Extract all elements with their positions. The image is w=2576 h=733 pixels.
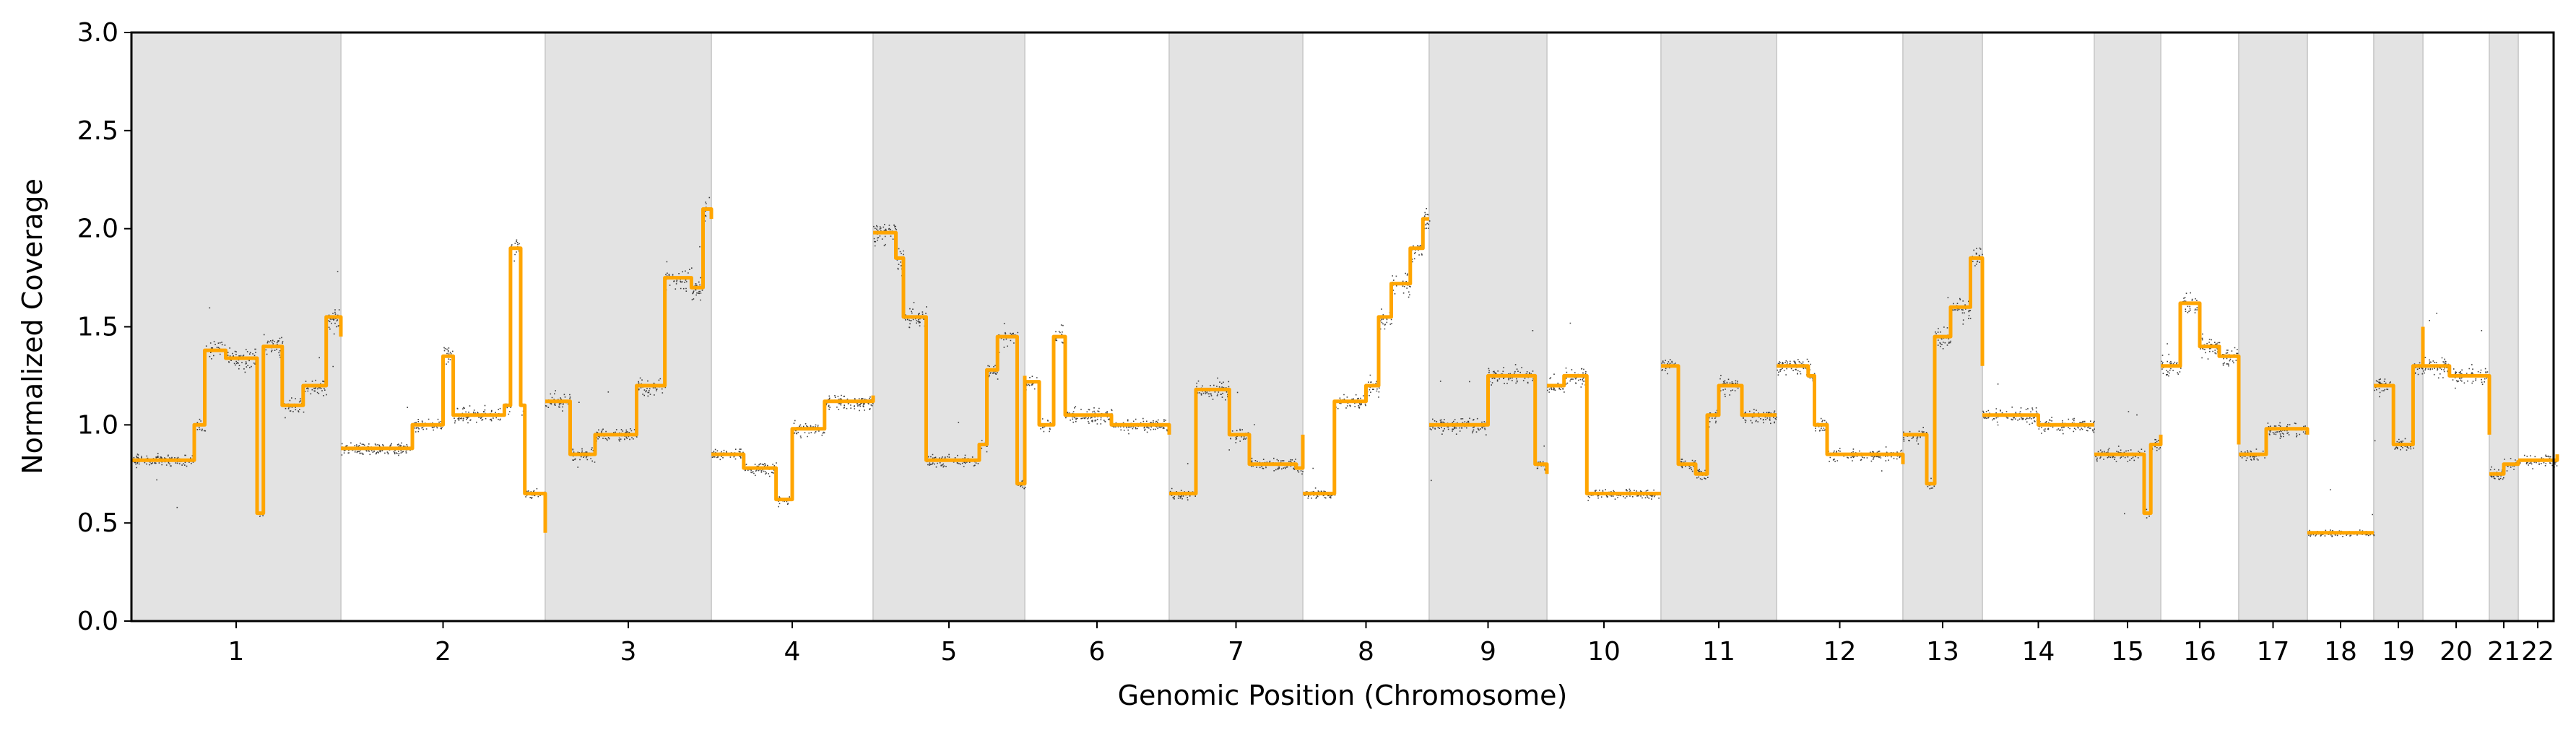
y-axis-title: Normalized Coverage bbox=[17, 178, 48, 474]
segment-line-16 bbox=[2161, 301, 2241, 445]
chromosome-bands bbox=[131, 32, 2519, 622]
coverage-points-10 bbox=[1547, 322, 1661, 501]
chromosome-band-11 bbox=[1660, 32, 1777, 622]
x-tick-label: 10 bbox=[1587, 637, 1621, 667]
x-tick-label: 2 bbox=[435, 637, 451, 667]
y-tick-label: 3.0 bbox=[77, 18, 118, 48]
chromosome-band-17 bbox=[2238, 32, 2308, 622]
segment-line-8 bbox=[1303, 217, 1429, 495]
x-tick-label: 11 bbox=[1702, 637, 1735, 667]
x-tick-label: 13 bbox=[1926, 637, 1959, 667]
segment-line-15 bbox=[2094, 434, 2163, 516]
segment-line-6 bbox=[1025, 334, 1171, 435]
chromosome-band-15 bbox=[2094, 32, 2161, 622]
segment-line-3 bbox=[545, 207, 714, 456]
segment-line-4 bbox=[711, 395, 875, 502]
coverage-points-20 bbox=[2423, 313, 2490, 389]
x-tick-label: 15 bbox=[2111, 637, 2144, 667]
chromosome-band-7 bbox=[1168, 32, 1304, 622]
segment-line-11 bbox=[1661, 364, 1777, 476]
x-tick-label: 14 bbox=[2022, 637, 2055, 667]
x-tick-label: 5 bbox=[941, 637, 958, 667]
y-tick-label: 0.5 bbox=[77, 508, 118, 538]
x-tick-label: 21 bbox=[2487, 637, 2520, 667]
x-tick-label: 7 bbox=[1228, 637, 1244, 667]
coverage-points-7 bbox=[1169, 377, 1304, 500]
x-tick-label: 18 bbox=[2324, 637, 2357, 667]
coverage-points-12 bbox=[1777, 358, 1904, 472]
chromosome-band-9 bbox=[1428, 32, 1548, 622]
x-tick-label: 8 bbox=[1358, 637, 1374, 667]
coverage-points-6 bbox=[1025, 324, 1171, 435]
coverage-points-18 bbox=[2307, 489, 2375, 537]
segment-lines bbox=[131, 207, 2559, 535]
segment-line-20 bbox=[2423, 364, 2492, 435]
x-axis-title: Genomic Position (Chromosome) bbox=[1118, 680, 1568, 711]
x-axis: 1 2 3 4 5 6 7 8 9 10 11 12 13 14 15 16 17 18 19 20 21 22 bbox=[228, 621, 2554, 667]
y-axis: 0.0 0.5 1.0 1.5 2.0 2.5 3.0 bbox=[77, 18, 131, 636]
segment-line-10 bbox=[1547, 373, 1661, 495]
x-tick-label: 22 bbox=[2521, 637, 2554, 667]
chromosome-band-1 bbox=[131, 32, 342, 622]
x-tick-label: 12 bbox=[1823, 637, 1857, 667]
x-tick-label: 6 bbox=[1089, 637, 1106, 667]
chromosome-band-21 bbox=[2489, 32, 2519, 622]
y-tick-label: 1.0 bbox=[77, 410, 118, 440]
segment-line-5 bbox=[873, 230, 1027, 486]
segment-line-7 bbox=[1169, 387, 1305, 495]
coverage-points-1 bbox=[132, 271, 342, 517]
x-tick-label: 9 bbox=[1480, 637, 1496, 667]
coverage-points-14 bbox=[1982, 383, 2095, 435]
x-tick-label: 17 bbox=[2257, 637, 2290, 667]
y-tick-label: 0.0 bbox=[77, 607, 118, 636]
x-tick-label: 1 bbox=[228, 637, 245, 667]
x-tick-label: 16 bbox=[2183, 637, 2216, 667]
segment-line-13 bbox=[1903, 256, 1985, 486]
x-tick-label: 19 bbox=[2382, 637, 2415, 667]
coverage-points-4 bbox=[711, 394, 874, 508]
segment-line-2 bbox=[341, 246, 547, 533]
y-tick-label: 2.0 bbox=[77, 214, 118, 244]
segment-line-1 bbox=[131, 315, 343, 516]
segment-line-9 bbox=[1429, 373, 1549, 474]
segment-line-17 bbox=[2239, 427, 2310, 456]
chromosome-band-13 bbox=[1902, 32, 1983, 622]
segment-line-12 bbox=[1777, 364, 1905, 464]
coverage-points bbox=[132, 196, 2558, 537]
chromosome-band-5 bbox=[872, 32, 1025, 622]
coverage-points-22 bbox=[2518, 454, 2558, 469]
x-tick-label: 4 bbox=[784, 637, 801, 667]
y-tick-label: 2.5 bbox=[77, 116, 118, 146]
plot-frame bbox=[130, 31, 2555, 623]
y-tick-label: 1.5 bbox=[77, 313, 118, 342]
chromosome-band-3 bbox=[545, 32, 712, 622]
x-tick-label: 3 bbox=[620, 637, 637, 667]
chromosome-band-19 bbox=[2373, 32, 2424, 622]
segment-line-14 bbox=[1982, 413, 2094, 427]
segment-line-21 bbox=[2489, 460, 2520, 476]
segment-line-22 bbox=[2518, 454, 2559, 462]
x-tick-label: 20 bbox=[2440, 637, 2473, 667]
